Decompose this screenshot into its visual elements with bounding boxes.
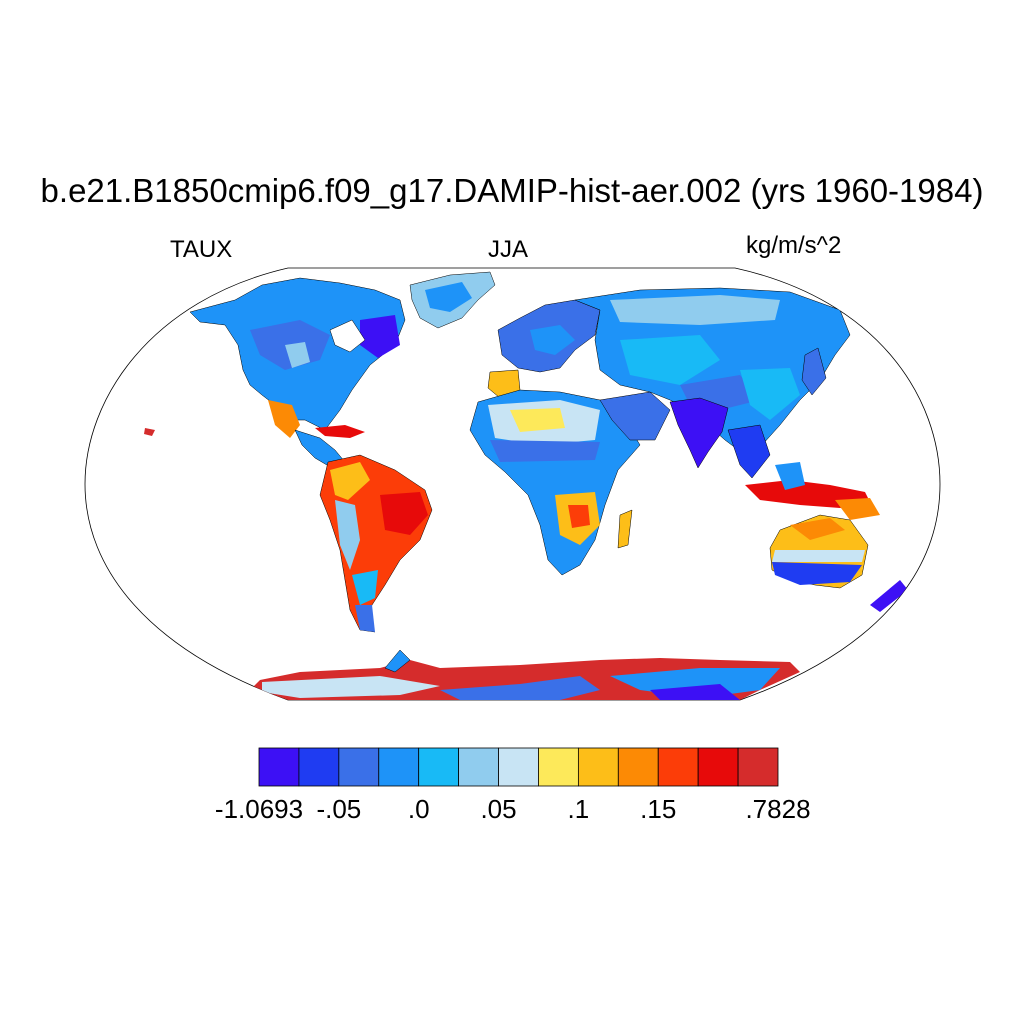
- new-guinea: [835, 498, 880, 520]
- indochina: [727, 424, 771, 479]
- south-africa-core: [568, 505, 590, 528]
- na-inner-2: [360, 315, 400, 358]
- colorbar-box: [498, 747, 539, 787]
- colorbar-box: [577, 747, 619, 787]
- sa-inner-1: [330, 462, 370, 500]
- hudson-bay: [329, 319, 366, 353]
- sa-inner-5: [355, 605, 375, 632]
- colorbar-box: [737, 747, 779, 787]
- europe-inner: [530, 325, 575, 355]
- antarctica-band-2: [440, 676, 600, 700]
- colorbar-tick-label: .0: [407, 794, 430, 824]
- colorbar-box: [657, 747, 699, 787]
- central-asia: [620, 335, 720, 385]
- colorbar-box: [617, 747, 659, 787]
- colorbar-tick-label: .05: [480, 794, 517, 824]
- colorbar-box: [298, 747, 340, 787]
- colorbar-box: [697, 747, 739, 787]
- colorbar-tick-label: .15: [640, 794, 677, 824]
- australia-north: [790, 518, 845, 540]
- new-zealand: [870, 580, 908, 612]
- japan: [801, 347, 827, 396]
- australia-south: [772, 562, 862, 585]
- plot-title: b.e21.B1850cmip6.f09_g17.DAMIP-hist-aer.…: [40, 172, 984, 209]
- sa-inner-3: [380, 492, 428, 535]
- colorbar-box: [338, 747, 380, 787]
- caribbean-islands: [315, 425, 365, 438]
- units-label: kg/m/s^2: [746, 232, 842, 259]
- colorbar-tick-label: .7828: [745, 794, 811, 824]
- siberia: [610, 295, 780, 325]
- colorbar-tick-label: -.05: [316, 794, 362, 824]
- mexico-hotspot: [268, 400, 300, 438]
- sa-inner-2: [335, 500, 360, 570]
- colorbar: [258, 747, 779, 787]
- region-india: [669, 397, 729, 469]
- colorbar-box: [538, 747, 579, 787]
- colorbar-tick-label: .1: [567, 794, 590, 824]
- antarctica-band-1: [262, 676, 440, 698]
- australia-mid: [772, 550, 865, 562]
- center-string: JJA: [488, 236, 529, 263]
- left-string: TAUX: [170, 236, 233, 263]
- sa-inner-4: [352, 570, 378, 605]
- china-east: [740, 368, 800, 420]
- hawaii: [144, 428, 155, 436]
- borneo: [775, 462, 805, 490]
- na-inner-3: [285, 342, 310, 368]
- colorbar-box: [458, 747, 499, 787]
- colorbar-box: [258, 747, 300, 787]
- colorbar-box: [378, 747, 420, 787]
- colorbar-tick-label: -1.0693: [214, 794, 304, 824]
- sahara-hot: [510, 408, 565, 432]
- greenland-inner: [425, 282, 472, 312]
- colorbar-box: [418, 747, 460, 787]
- madagascar: [617, 509, 633, 549]
- antarctic-peninsula: [384, 649, 411, 673]
- antarctica-band-4: [650, 684, 740, 700]
- sahel: [490, 440, 600, 462]
